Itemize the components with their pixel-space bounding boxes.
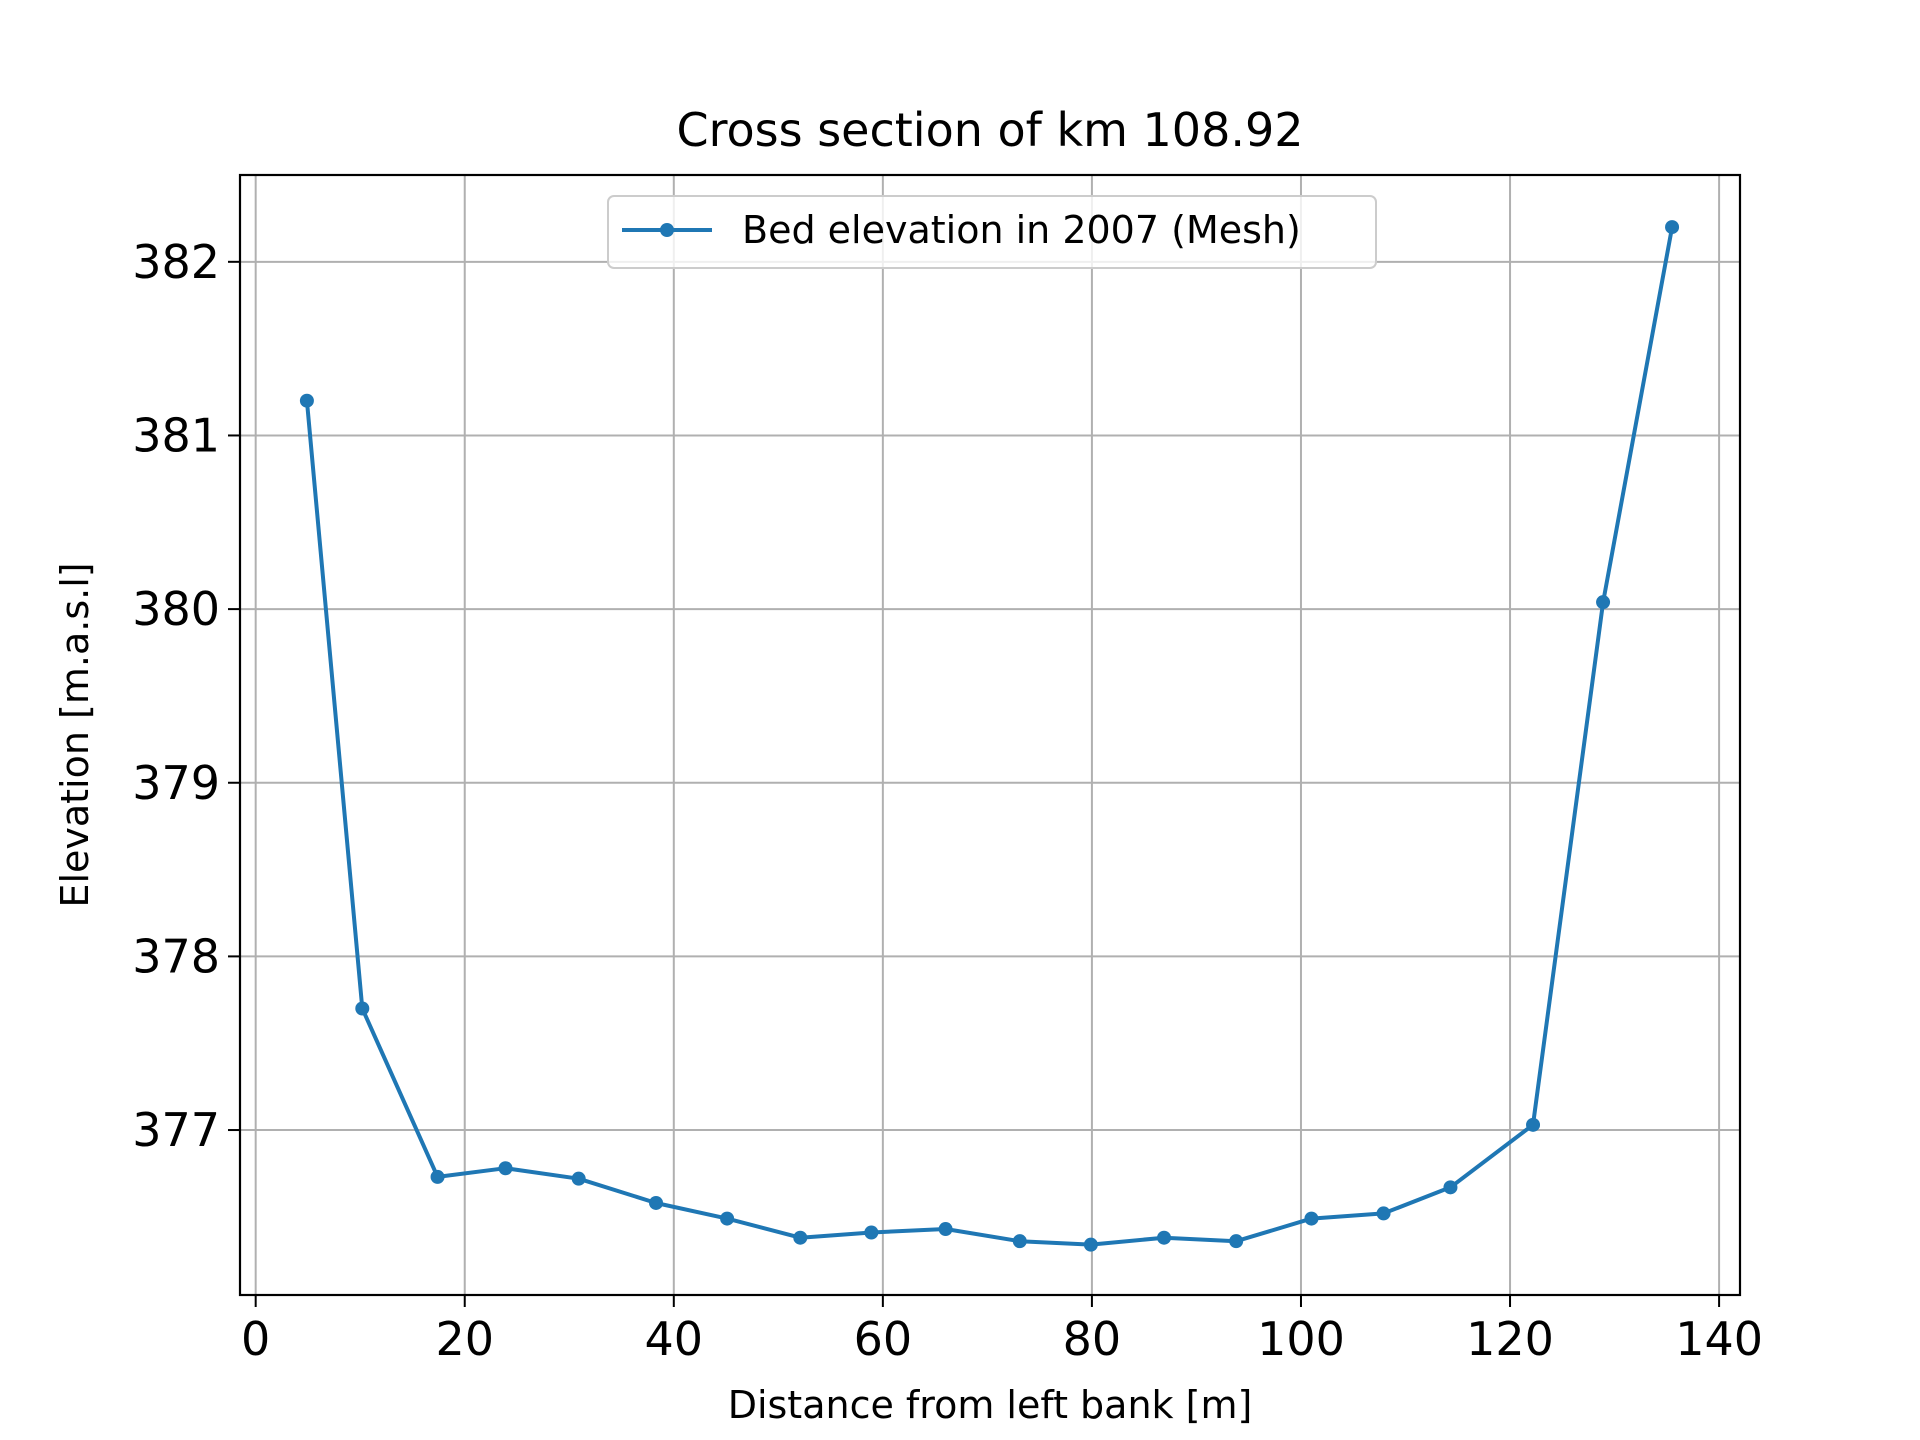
y-tick-label: 378 <box>132 929 220 983</box>
y-tick-label: 377 <box>132 1103 220 1157</box>
legend: Bed elevation in 2007 (Mesh) <box>607 195 1377 269</box>
data-point <box>1012 1234 1027 1249</box>
plot-frame <box>238 173 1742 1297</box>
data-point <box>355 1001 370 1016</box>
x-tick-label: 100 <box>1257 1312 1345 1366</box>
data-point <box>649 1195 664 1210</box>
data-point <box>1596 595 1611 610</box>
y-tick-label: 381 <box>132 408 220 462</box>
data-point <box>720 1211 735 1226</box>
y-tick-label: 380 <box>132 582 220 636</box>
data-point <box>498 1161 513 1176</box>
y-axis-label: Elevation [m.a.s.l] <box>53 562 97 907</box>
y-axis-ticks: 377 378 379 380 381 382 <box>132 235 240 1157</box>
x-tick-label: 60 <box>854 1312 913 1366</box>
data-point <box>793 1230 808 1245</box>
data-point <box>1157 1230 1172 1245</box>
data-point <box>1665 220 1680 235</box>
x-axis-ticks: 0 20 40 60 80 100 120 140 <box>241 1295 1763 1366</box>
series-layer <box>299 220 1680 1252</box>
data-point <box>571 1171 586 1186</box>
data-point <box>1304 1211 1319 1226</box>
y-tick-label: 379 <box>132 756 220 810</box>
legend-box <box>607 195 1377 269</box>
data-point <box>430 1169 445 1184</box>
x-tick-label: 140 <box>1675 1312 1763 1366</box>
data-point <box>1229 1234 1244 1249</box>
data-point <box>1443 1180 1458 1195</box>
x-tick-label: 40 <box>645 1312 704 1366</box>
data-point <box>1083 1237 1098 1252</box>
y-tick-label: 382 <box>132 235 220 289</box>
data-point <box>1376 1206 1391 1221</box>
x-tick-label: 0 <box>241 1312 270 1366</box>
chart-title: Cross section of km 108.92 <box>677 103 1304 157</box>
x-tick-label: 20 <box>435 1312 494 1366</box>
legend-marker-swatch <box>660 223 674 237</box>
x-axis-label: Distance from left bank [m] <box>728 1383 1253 1427</box>
data-point <box>864 1225 879 1240</box>
x-tick-label: 120 <box>1466 1312 1554 1366</box>
data-point <box>299 393 314 408</box>
legend-label: Bed elevation in 2007 (Mesh) <box>742 208 1301 252</box>
data-point <box>1526 1117 1541 1132</box>
series-line <box>304 226 1675 1247</box>
x-tick-label: 80 <box>1063 1312 1122 1366</box>
data-point <box>938 1222 953 1237</box>
